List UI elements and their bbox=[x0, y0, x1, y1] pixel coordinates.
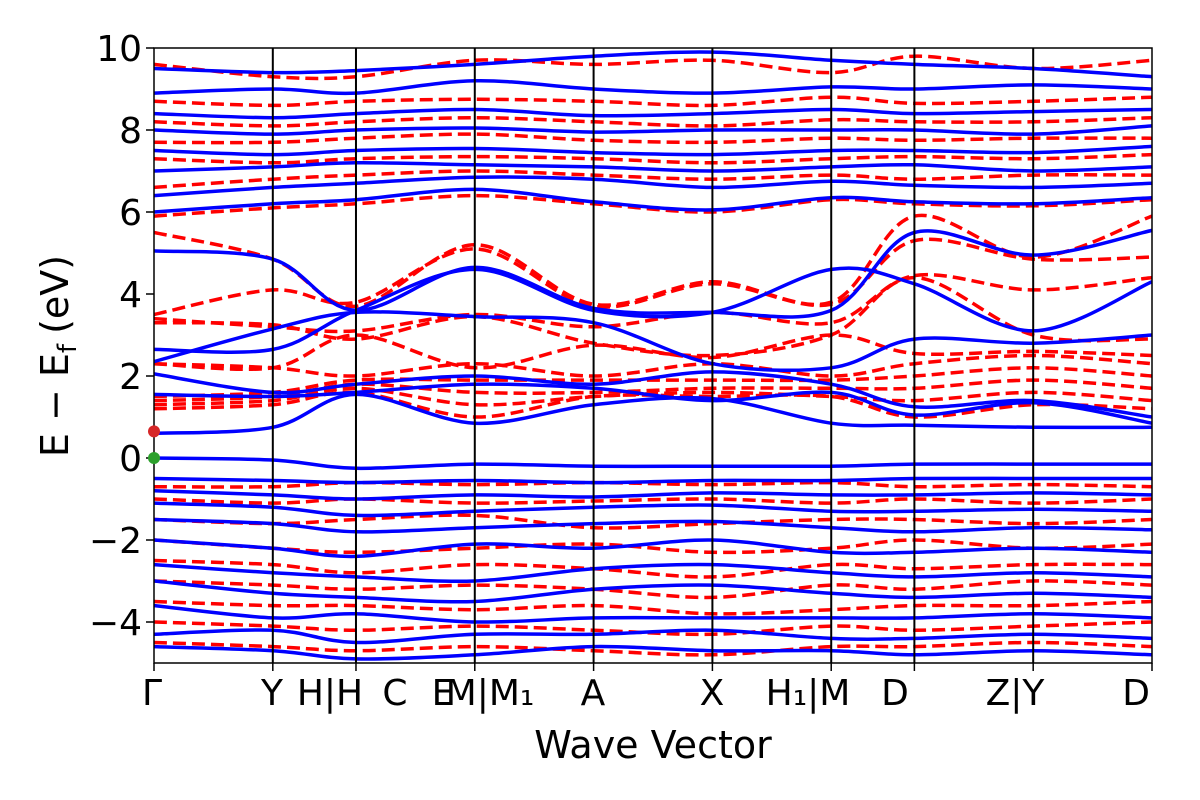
x-axis-title: Wave Vector bbox=[534, 723, 772, 767]
x-tick-label: X bbox=[700, 673, 725, 714]
band-dashed-22 bbox=[154, 132, 1152, 145]
x-tick-label: Γ bbox=[142, 673, 162, 714]
band-solid-6 bbox=[154, 456, 1152, 471]
band-solid-8 bbox=[154, 489, 1152, 501]
band-dashed-4 bbox=[154, 333, 1152, 372]
band-solid-16 bbox=[154, 644, 1152, 661]
y-axis-title-unit: (eV) bbox=[33, 255, 77, 334]
x-tick-label: H|H bbox=[297, 673, 363, 714]
x-tick-label: H₁|M bbox=[766, 673, 851, 714]
band-solid-10 bbox=[154, 517, 1152, 534]
band-solid-19 bbox=[154, 161, 1152, 173]
band-dashed-10 bbox=[154, 480, 1152, 489]
band-solid-5 bbox=[154, 392, 1152, 436]
high-symmetry-lines bbox=[271, 48, 1035, 663]
x-tick-label: D bbox=[881, 673, 909, 714]
band-solid-23 bbox=[154, 79, 1152, 96]
x-tick-label: M|M₁ bbox=[446, 673, 535, 714]
band-dashed-11 bbox=[154, 497, 1152, 505]
band-dashed-14 bbox=[154, 558, 1152, 579]
x-tick-label: Y bbox=[260, 673, 284, 714]
band-dashed-18 bbox=[154, 640, 1152, 657]
band-dashed-12 bbox=[154, 513, 1152, 530]
y-tick-label: 2 bbox=[119, 357, 142, 398]
bands-layer bbox=[154, 50, 1152, 661]
band-dashed-20 bbox=[154, 169, 1152, 190]
band-solid-13 bbox=[154, 579, 1152, 604]
band-solid-21 bbox=[154, 124, 1152, 136]
y-tick-label: 10 bbox=[96, 29, 142, 70]
band-solid-11 bbox=[154, 538, 1152, 559]
x-tick-label: A bbox=[581, 673, 606, 714]
band-solid-20 bbox=[154, 144, 1152, 157]
band-solid-22 bbox=[154, 107, 1152, 120]
x-tick-label: D bbox=[1122, 673, 1150, 714]
y-axis-title: E − Ef (eV) bbox=[33, 255, 83, 457]
band-solid-1 bbox=[154, 266, 1152, 354]
y-tick-label: −4 bbox=[89, 603, 142, 644]
band-solid-18 bbox=[154, 175, 1152, 198]
band-dashed-16 bbox=[154, 599, 1152, 616]
x-tick-label: E bbox=[432, 673, 455, 714]
band-dashed-13 bbox=[154, 538, 1152, 555]
x-tick-label: Z|Y bbox=[986, 673, 1046, 714]
band-dashed-21 bbox=[154, 152, 1152, 165]
y-tick-label: 4 bbox=[119, 275, 142, 316]
band-solid-3 bbox=[154, 370, 1152, 419]
band-solid-2 bbox=[154, 310, 1152, 373]
band-solid-24 bbox=[154, 50, 1152, 79]
band-dashed-5 bbox=[154, 353, 1152, 378]
x-ticks: Γ Y H|H C EM|M₁ A X H₁|M D Z|Y D bbox=[142, 663, 1153, 714]
plot-frame bbox=[153, 47, 1153, 664]
band-solid-12 bbox=[154, 562, 1152, 584]
band-edge-marker-1 bbox=[148, 425, 160, 438]
band-solid-15 bbox=[154, 628, 1152, 645]
y-tick-label: 0 bbox=[119, 439, 142, 480]
band-dashed-19 bbox=[154, 193, 1152, 218]
band-solid-14 bbox=[154, 603, 1152, 624]
band-dashed-15 bbox=[154, 579, 1152, 600]
y-ticks: 10 8 6 4 2 0 −2 −4 bbox=[89, 29, 154, 644]
svg-text:E − Ef(eV): E − Ef (eV) bbox=[33, 255, 83, 457]
band-dashed-24 bbox=[154, 95, 1152, 108]
y-axis-title-subscript: f bbox=[53, 343, 83, 353]
band-edge-marker-0 bbox=[148, 452, 160, 464]
y-axis-title-main: E − E bbox=[33, 353, 77, 457]
band-dashed-25 bbox=[154, 54, 1152, 81]
y-tick-label: 6 bbox=[119, 193, 142, 234]
band-dashed-6 bbox=[154, 366, 1152, 399]
band-dashed-23 bbox=[154, 115, 1152, 128]
band-solid-9 bbox=[154, 501, 1152, 518]
y-tick-label: −2 bbox=[89, 521, 142, 562]
y-tick-label: 8 bbox=[119, 111, 142, 152]
band-edge-markers bbox=[148, 425, 160, 464]
band-solid-0 bbox=[154, 228, 1152, 319]
band-solid-7 bbox=[154, 476, 1152, 485]
band-solid-17 bbox=[154, 187, 1152, 214]
x-tick-label: C bbox=[382, 673, 407, 714]
